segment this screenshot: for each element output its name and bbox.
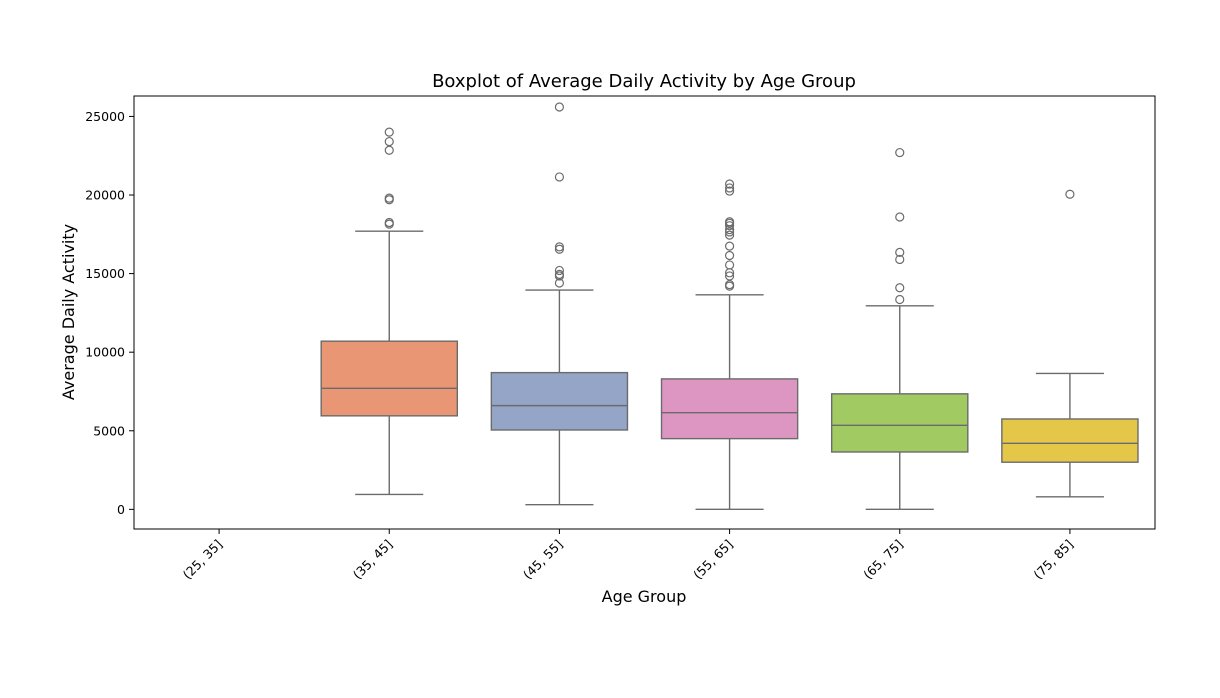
box-group: [1001, 189, 1139, 498]
x-tick-label: (25, 35]: [180, 537, 226, 583]
outlier-point: [724, 227, 735, 237]
outlier-point: [554, 172, 565, 182]
x-tick-label: (65, 75]: [860, 537, 906, 583]
box-group: [320, 127, 459, 496]
outlier-point: [384, 145, 394, 155]
y-axis-label: Average Daily Activity: [59, 224, 78, 400]
chart-title: Boxplot of Average Daily Activity by Age…: [432, 71, 856, 92]
outlier-point: [724, 260, 735, 270]
box-iqr: [490, 371, 629, 431]
y-tick-label: 15000: [85, 266, 125, 281]
x-tick-label: (75, 85]: [1030, 537, 1076, 583]
outlier-point: [895, 212, 905, 222]
outlier-point: [554, 269, 565, 279]
outlier-point: [384, 217, 394, 228]
x-tick-label: (35, 45]: [350, 537, 396, 583]
outlier-point: [554, 242, 565, 252]
outlier-point: [724, 221, 735, 231]
outlier-point: [724, 217, 735, 227]
box-group: [830, 147, 969, 511]
outlier-point: [724, 186, 735, 196]
box-group: [660, 179, 799, 511]
outlier-point: [724, 250, 735, 261]
y-tick-label: 20000: [85, 188, 125, 203]
box-iqr: [1001, 418, 1139, 463]
box-iqr: [320, 340, 459, 417]
outlier-point: [724, 183, 735, 193]
outlier-point: [1065, 189, 1075, 199]
plot-area: 0 5000 10000 15000 20000 25000 (25, 35] (35, 45…: [85, 102, 1139, 583]
outlier-point: [895, 283, 905, 293]
outlier-point: [724, 179, 735, 189]
outlier-point: [554, 244, 565, 254]
x-tick-label: (45, 55]: [520, 537, 566, 583]
outlier-point: [384, 193, 394, 203]
outlier-point: [895, 147, 905, 158]
y-tick-label: 5000: [93, 423, 125, 438]
outlier-point: [724, 230, 735, 240]
outlier-point: [895, 254, 905, 265]
outlier-point: [554, 278, 565, 288]
outlier-point: [384, 127, 394, 137]
outlier-point: [554, 102, 565, 112]
x-tick-label: (55, 65]: [690, 537, 736, 583]
y-tick-label: 0: [117, 502, 125, 517]
outlier-point: [554, 265, 565, 276]
outlier-point: [724, 280, 735, 290]
box-iqr: [830, 393, 969, 453]
y-tick-label: 25000: [85, 109, 125, 124]
y-tick-label: 10000: [85, 345, 125, 360]
outlier-point: [724, 241, 735, 251]
outlier-point: [384, 136, 394, 147]
outlier-point: [895, 294, 905, 305]
outlier-point: [895, 247, 905, 257]
box-iqr: [660, 378, 799, 440]
x-axis-label: Age Group: [602, 587, 687, 606]
plot-frame: [133, 95, 1156, 530]
outlier-point: [724, 271, 735, 281]
box-group: [490, 102, 629, 506]
